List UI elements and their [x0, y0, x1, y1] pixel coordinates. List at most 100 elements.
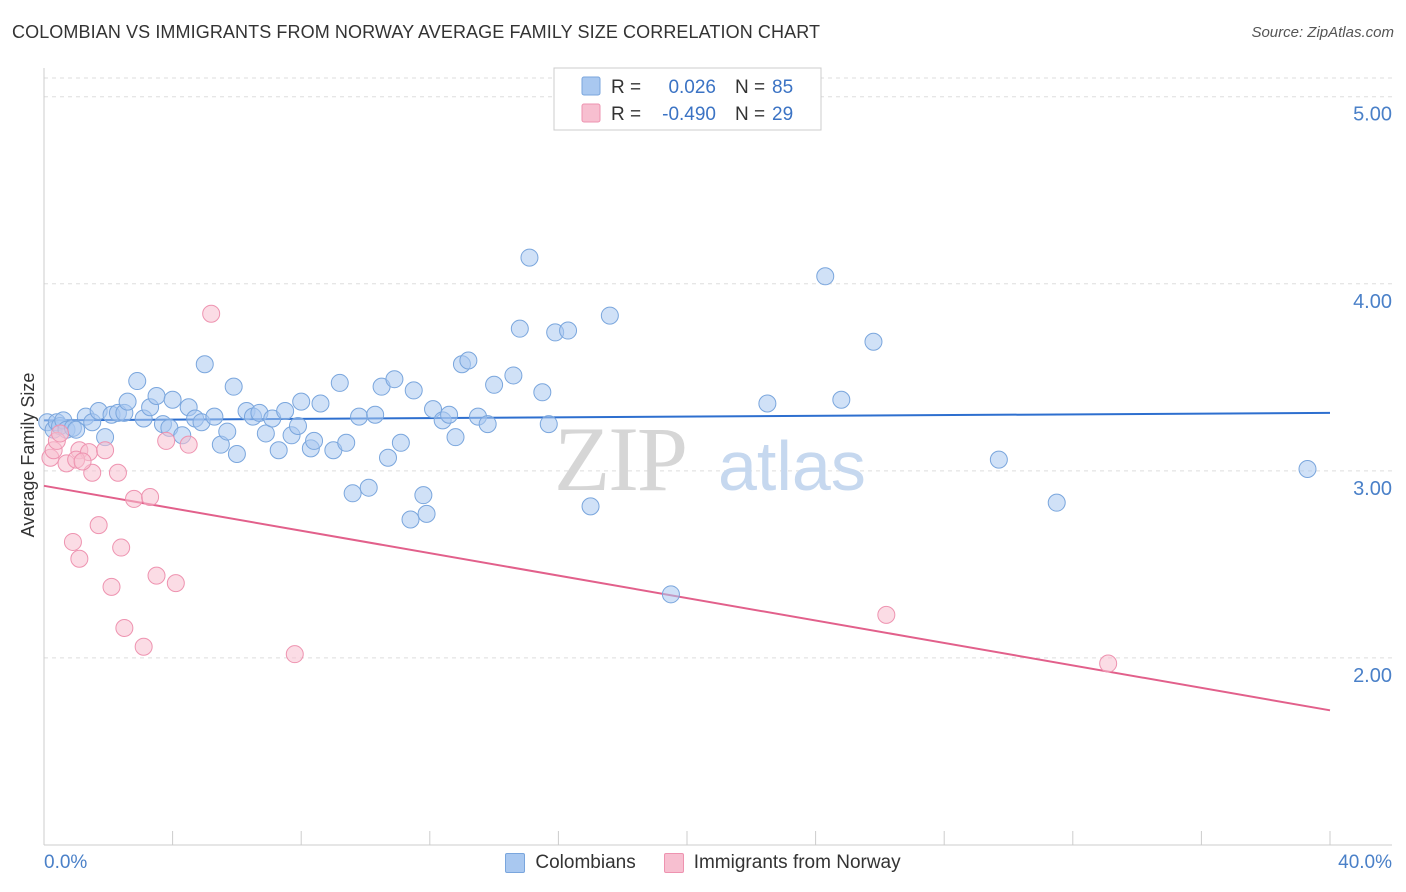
point-colombians — [147, 387, 166, 406]
point-norway — [115, 618, 134, 637]
point-norway — [63, 532, 82, 551]
point-colombians — [305, 431, 324, 450]
point-colombians — [269, 441, 288, 460]
point-colombians — [343, 484, 362, 503]
point-colombians — [227, 445, 246, 464]
point-colombians — [163, 390, 182, 409]
point-colombians — [128, 372, 147, 391]
legend-swatch-colombians — [581, 76, 601, 96]
point-colombians — [504, 366, 523, 385]
point-colombians — [600, 306, 619, 325]
point-colombians — [195, 355, 214, 374]
point-colombians — [758, 394, 777, 413]
point-colombians — [989, 450, 1008, 469]
point-norway — [102, 577, 121, 596]
y-tick-label: 4.00 — [1353, 291, 1392, 313]
point-colombians — [385, 370, 404, 389]
y-tick-label: 2.00 — [1353, 665, 1392, 687]
point-norway — [166, 574, 185, 593]
point-colombians — [205, 407, 224, 426]
point-norway — [89, 516, 108, 535]
points-layer — [38, 248, 1317, 673]
y-tick-label: 5.00 — [1353, 104, 1392, 126]
legend-n-value-2: 29 — [772, 104, 793, 125]
point-colombians — [816, 267, 835, 286]
point-colombians — [118, 392, 137, 411]
legend-item-norway: Immigrants from Norway — [663, 852, 901, 874]
point-colombians — [832, 390, 851, 409]
point-colombians — [533, 383, 552, 402]
legend-swatch-norway-bottom — [663, 853, 684, 873]
point-colombians — [581, 497, 600, 516]
point-colombians — [539, 415, 558, 434]
point-colombians — [401, 510, 420, 529]
point-colombians — [459, 351, 478, 370]
point-colombians — [256, 424, 275, 443]
stats-legend: R = 0.026 N = 85 R = -0.490 N = 29 — [553, 67, 822, 131]
legend-n-label-1: N = — [735, 77, 765, 98]
legend-swatch-colombians-bottom — [505, 853, 526, 873]
point-norway — [73, 452, 92, 471]
point-colombians — [359, 478, 378, 497]
point-colombians — [559, 321, 578, 340]
watermark-atlas: atlas — [718, 427, 866, 505]
point-norway — [70, 549, 89, 568]
point-colombians — [864, 332, 883, 351]
watermark-zip: ZIP — [554, 408, 686, 510]
chart-title: COLOMBIAN VS IMMIGRANTS FROM NORWAY AVER… — [12, 22, 821, 42]
point-norway — [1099, 654, 1118, 673]
point-norway — [147, 566, 166, 585]
legend-r-label-1: R = — [611, 77, 641, 98]
legend-label-colombians: Colombians — [535, 852, 636, 873]
trend-line-colombians — [43, 411, 1331, 422]
point-norway — [202, 304, 221, 323]
point-colombians — [446, 428, 465, 447]
y-axis-label: Average Family Size — [18, 373, 38, 538]
point-colombians — [510, 319, 529, 338]
point-norway — [96, 441, 115, 460]
point-colombians — [292, 392, 311, 411]
legend-r-label-2: R = — [611, 104, 641, 125]
point-colombians — [485, 375, 504, 394]
legend-n-value-1: 85 — [772, 77, 793, 98]
point-colombians — [404, 381, 423, 400]
x-axis-min-label: 0.0% — [44, 852, 88, 873]
legend-item-colombians: Colombians — [505, 852, 636, 874]
point-norway — [134, 637, 153, 656]
bottom-legend: Colombians Immigrants from Norway — [0, 852, 1406, 874]
point-norway — [157, 431, 176, 450]
point-colombians — [417, 504, 436, 523]
x-axis-max-label: 40.0% — [1338, 852, 1392, 873]
point-norway — [285, 645, 304, 664]
y-tick-label: 3.00 — [1353, 478, 1392, 500]
legend-label-norway: Immigrants from Norway — [693, 852, 901, 873]
point-norway — [877, 605, 896, 624]
point-colombians — [661, 585, 680, 604]
point-colombians — [276, 401, 295, 420]
trend-line-norway — [43, 484, 1331, 712]
point-colombians — [440, 405, 459, 424]
point-norway — [125, 489, 144, 508]
point-norway — [112, 538, 131, 557]
legend-swatch-norway — [581, 103, 601, 123]
point-colombians — [330, 373, 349, 392]
point-norway — [141, 488, 160, 507]
point-colombians — [1298, 459, 1317, 478]
point-colombians — [366, 405, 385, 424]
point-colombians — [379, 448, 398, 467]
point-norway — [108, 463, 127, 482]
source-label: Source: ZipAtlas.com — [1251, 24, 1394, 41]
legend-n-label-2: N = — [735, 104, 765, 125]
point-colombians — [520, 248, 539, 267]
watermark: ZIP atlas — [554, 408, 866, 510]
point-colombians — [478, 415, 497, 434]
point-colombians — [391, 433, 410, 452]
point-norway — [179, 435, 198, 454]
point-colombians — [311, 394, 330, 413]
legend-r-value-1: 0.026 — [668, 77, 716, 98]
point-colombians — [288, 416, 307, 435]
point-colombians — [1047, 493, 1066, 512]
point-colombians — [350, 407, 369, 426]
point-colombians — [224, 377, 243, 396]
